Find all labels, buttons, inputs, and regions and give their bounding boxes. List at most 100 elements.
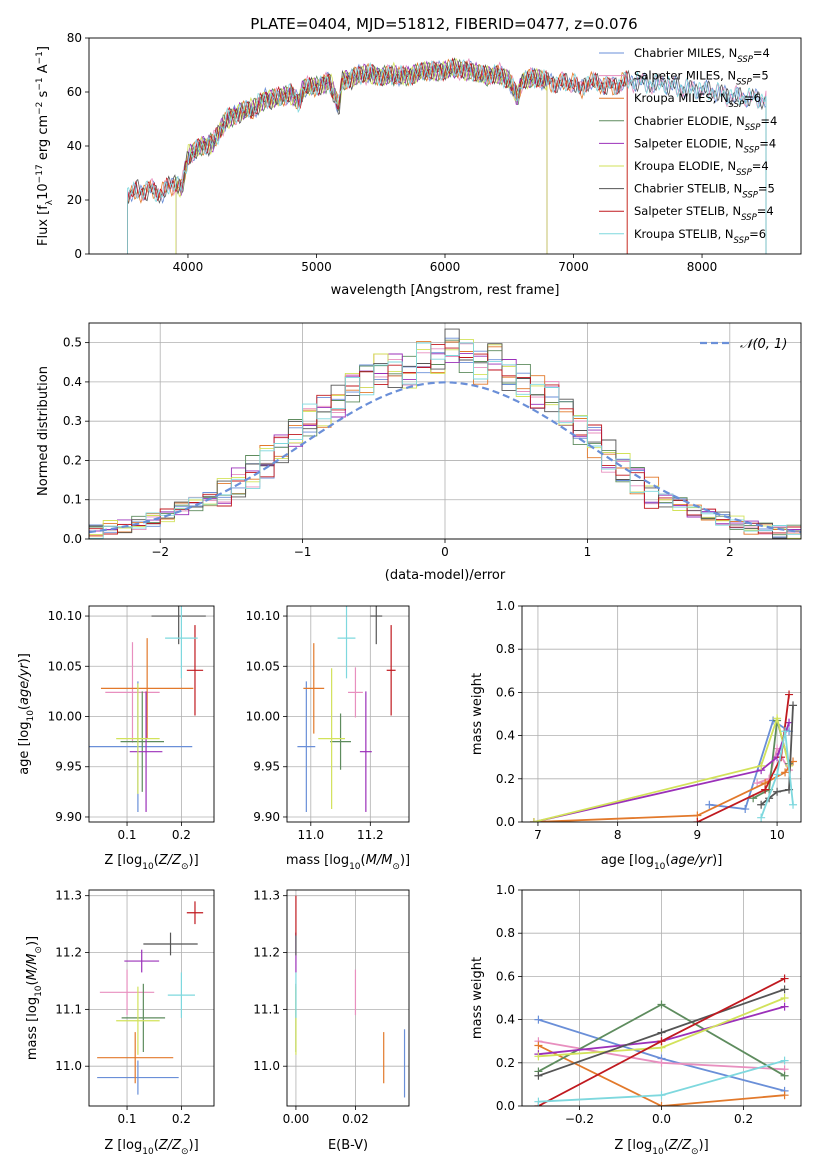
y-tick-label: 10.00 xyxy=(48,710,82,724)
label-part: 10 xyxy=(652,1147,664,1157)
y-tick-label: 0.4 xyxy=(496,729,515,743)
residuals-panel: −2 −1 0 1 2 0.0 0.1 0.2 0.3 0.4 0.5 𝒩(0, 1) (data-mo… xyxy=(36,322,802,583)
axes-frame xyxy=(88,605,215,823)
weight-marker xyxy=(781,768,790,777)
x-tick-label: 0.02 xyxy=(342,1112,369,1126)
spectrum-series-line xyxy=(175,58,548,254)
x-tick-label: 4000 xyxy=(173,260,204,274)
weight-marker xyxy=(780,1002,789,1011)
spectrum-series-line xyxy=(175,59,548,254)
grid-lines xyxy=(287,606,409,822)
label-part: A xyxy=(36,64,51,77)
x-tick-label: 1 xyxy=(584,545,592,559)
legend-entry: Chabrier STELIB, NSSP=5 xyxy=(634,182,775,201)
legend-entry: Salpeter ELODIE, NSSP=4 xyxy=(634,136,776,155)
x-tick-label: 8 xyxy=(614,828,622,842)
label-part: −17 xyxy=(35,164,45,183)
spectrum-series-line xyxy=(175,58,548,254)
legend-entry: Chabrier ELODIE, NSSP=4 xyxy=(634,114,777,133)
legend-entry: Kroupa ELODIE, NSSP=4 xyxy=(634,159,769,178)
label-part: Z/Z xyxy=(668,1138,692,1153)
y-tick-label: 0.8 xyxy=(496,642,515,656)
weight-marker xyxy=(693,818,702,822)
label-part: Flux [f xyxy=(36,205,51,246)
x-tick-label: 0.1 xyxy=(117,828,136,842)
y-tick-label: 10.05 xyxy=(48,659,82,673)
legend-tail: =4 xyxy=(753,46,770,60)
legend-sub: SSP xyxy=(736,168,752,178)
y-tick-label: 0.5 xyxy=(63,336,82,350)
y-tick-label: 0.0 xyxy=(63,532,82,546)
y-tick-label: 0.0 xyxy=(496,1099,515,1113)
y-tick-label: 0.0 xyxy=(496,815,515,829)
y-tick-label: 11.3 xyxy=(55,889,82,903)
label-part: mass [log xyxy=(286,853,349,868)
y-tick-label: 0.8 xyxy=(496,926,515,940)
label-part: )] xyxy=(189,1138,199,1153)
label-part: ( xyxy=(665,853,670,868)
histogram-series xyxy=(89,342,801,539)
label-part: −1 xyxy=(35,77,45,90)
x-axis-label: wavelength [Angstrom, rest frame] xyxy=(331,283,560,298)
label-part: ] xyxy=(36,46,51,51)
y-tick-label: 11.3 xyxy=(253,889,280,903)
y-tick-label: 9.95 xyxy=(55,760,82,774)
axes-frame xyxy=(286,605,410,823)
legend-tail: =4 xyxy=(757,204,774,218)
x-axis-label: mass [log10(M/M⊙)] xyxy=(286,853,410,872)
legend-tail: =4 xyxy=(760,114,777,128)
x-tick-label: 7000 xyxy=(558,260,589,274)
label-part: )] xyxy=(189,853,199,868)
y-tick-label: 0.6 xyxy=(496,969,515,983)
weight-marker xyxy=(534,1041,543,1050)
y-axis-label: Flux [fλ10−17 erg cm−2 s−1 A−1] xyxy=(35,46,55,246)
y-tick-label: 60 xyxy=(67,85,82,99)
legend-tail: =6 xyxy=(744,91,761,105)
gaussian-reference-line xyxy=(88,381,802,534)
x-tick-label: 0.2 xyxy=(734,1112,753,1126)
label-part: ⊙ xyxy=(181,1147,189,1157)
weight-lines xyxy=(529,690,798,822)
label-part: 10 xyxy=(26,710,36,722)
legend-entry: Chabrier MILES, NSSP=4 xyxy=(634,46,770,65)
label-part: )] xyxy=(17,653,32,663)
age-vs-mass-panel: 11.0 11.2 9.90 9.95 10.00 10.05 10.10 mass [log… xyxy=(246,605,410,872)
weight-marker xyxy=(741,805,750,814)
x-tick-label: 10 xyxy=(769,828,784,842)
label-part: −1 xyxy=(35,51,45,64)
grid-lines xyxy=(287,890,409,1106)
label-part: ( xyxy=(664,1138,669,1153)
weight-marker xyxy=(534,1052,543,1061)
y-tick-label: 11.0 xyxy=(253,1059,280,1073)
weight-marker xyxy=(761,785,770,794)
figure-title: PLATE=0404, MJD=51812, FIBERID=0477, z=0… xyxy=(250,15,637,33)
weight-marker xyxy=(773,714,782,723)
weight-marker xyxy=(534,1097,543,1106)
legend-sub: SSP xyxy=(736,78,752,88)
spectrum-lines xyxy=(127,57,767,254)
label-part: )] xyxy=(400,853,410,868)
weight-marker xyxy=(757,813,766,822)
label-part: 10 xyxy=(34,985,44,997)
weight-marker xyxy=(780,1056,789,1065)
y-axis-label: mass [log10(M/M⊙)] xyxy=(25,936,44,1060)
weight-marker xyxy=(534,1071,543,1080)
label-part: Z/Z xyxy=(158,1138,182,1153)
x-tick-label: 11.2 xyxy=(357,828,384,842)
legend-tail: =4 xyxy=(759,136,776,150)
label-part: age [log xyxy=(17,722,32,775)
y-axis-label: mass weight xyxy=(470,957,485,1039)
weight-marker xyxy=(789,701,798,710)
axes-frame xyxy=(521,889,802,1107)
legend-text: Kroupa ELODIE, N xyxy=(634,159,736,173)
legend-text: Salpeter STELIB, N xyxy=(634,204,741,218)
weight-marker xyxy=(657,1028,666,1037)
x-axis-label: E(B-V) xyxy=(328,1138,368,1153)
y-tick-label: 10.05 xyxy=(246,659,280,673)
label-part: ⊙ xyxy=(392,862,400,872)
legend-tail: =5 xyxy=(758,182,775,196)
legend-entry: Salpeter STELIB, NSSP=4 xyxy=(634,204,774,223)
x-tick-label: −0.2 xyxy=(565,1112,594,1126)
